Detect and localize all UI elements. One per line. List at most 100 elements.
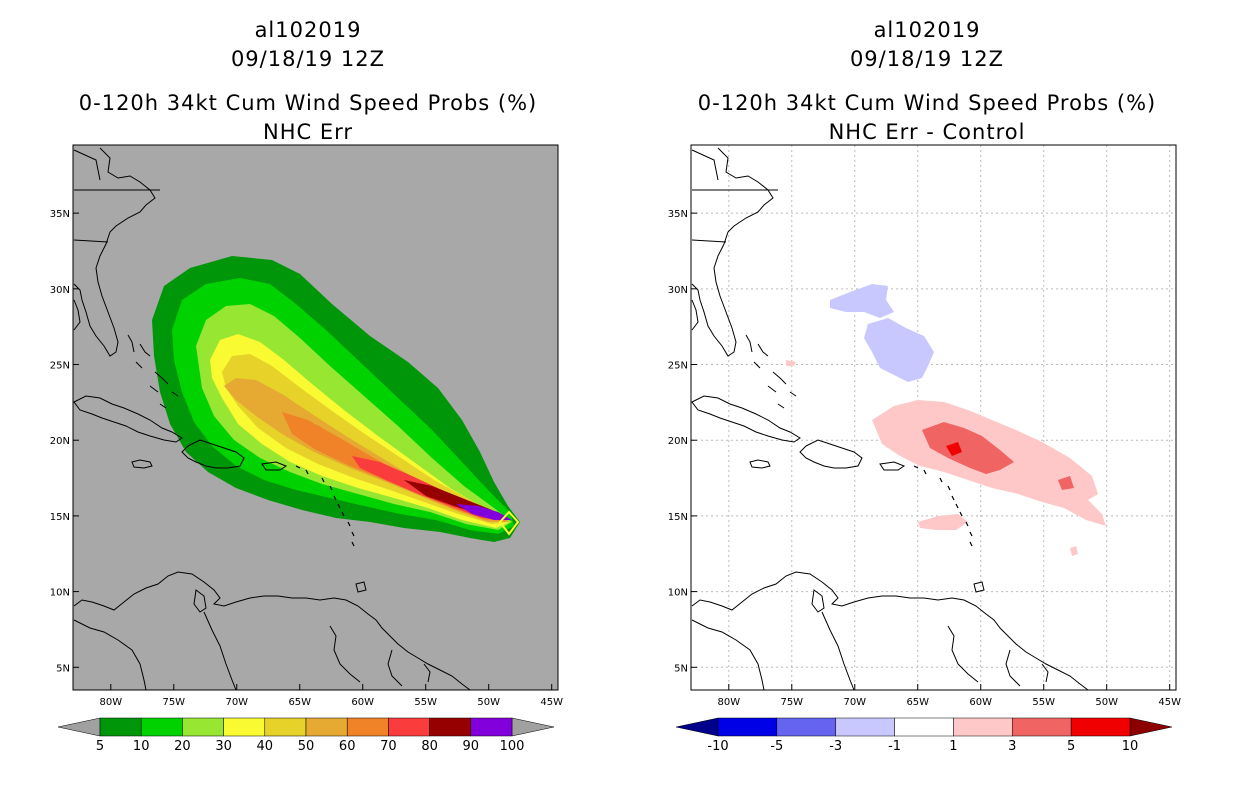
lon-tick-label: 60W [351, 697, 374, 708]
colorbar-label: 10 [133, 739, 150, 754]
prob-100-center [498, 510, 520, 536]
left-map-panel: 80W 75W 70W 65W 60W 55W 50W 45W 35N 30N 25N 20N 15N… [50, 144, 563, 754]
diff-3-region [922, 422, 1014, 474]
lon-tick-label: 45W [540, 697, 563, 708]
lat-tick-label: 25N [50, 361, 70, 372]
lat-tick-label: 5N [56, 663, 70, 674]
left-lon-ticks: 80W 75W 70W 65W 60W 55W 50W 45W [99, 684, 563, 708]
colorbar-label: 80 [421, 739, 438, 754]
lon-tick-label: 65W [906, 697, 929, 708]
prob-40 [222, 354, 510, 524]
right-map-panel: 80W 75W 70W 65W 60W 55W 50W 45W 35N30N25N20N15N… [668, 144, 1181, 754]
colorbar-swatch [264, 717, 307, 737]
lon-tick-label: 60W [969, 697, 992, 708]
colorbar-swatch [346, 717, 389, 737]
colorbar-under-arrow [57, 717, 101, 737]
lat-tick-label: 15N [50, 512, 70, 523]
colorbar-swatch [429, 717, 472, 737]
right-product-title: 0-120h 34kt Cum Wind Speed Probs (%) [697, 91, 1157, 115]
lat-tick-label: 15N [668, 512, 688, 523]
colorbar-label: 20 [174, 739, 191, 754]
left-probability-swath [152, 256, 520, 542]
colorbar-under-arrow [675, 717, 719, 737]
lat-tick-label: 30N [50, 285, 70, 296]
left-datetime: 09/18/19 12Z [230, 47, 386, 71]
colorbar-over-arrow [1129, 717, 1173, 737]
colorbar-swatch [1070, 717, 1131, 737]
diff-3-east [1058, 476, 1074, 490]
lon-tick-label: 70W [225, 697, 248, 708]
right-colorbar: -10 -5 -3 -1 1 3 5 10 [675, 717, 1173, 754]
lon-tick-label: 80W [717, 697, 740, 708]
colorbar-label: 60 [339, 739, 356, 754]
colorbar-label: 1 [949, 739, 957, 754]
left-subtitle: NHC Err [262, 120, 353, 144]
colorbar-swatch [223, 717, 266, 737]
right-lon-ticks: 80W 75W 70W 65W 60W 55W 50W 45W [717, 684, 1181, 708]
diff-neg-blob-south [864, 318, 934, 382]
colorbar-label: 100 [500, 739, 525, 754]
lat-tick-label: 10N [668, 588, 688, 599]
right-difference-field [786, 284, 1106, 556]
colorbar-swatch [388, 717, 430, 737]
right-map-frame [690, 144, 1177, 691]
lon-tick-label: 50W [477, 697, 500, 708]
lon-tick-label: 80W [99, 697, 122, 708]
lat-tick-label: 35N [668, 209, 688, 220]
colorbar-swatch [305, 717, 348, 737]
colorbar-label: -1 [888, 739, 901, 754]
right-datetime: 09/18/19 12Z [849, 47, 1005, 71]
diff-5-core [946, 442, 962, 456]
lon-tick-label: 65W [288, 697, 311, 708]
lat-tick-label: 35N [50, 209, 70, 220]
right-storm-id: al102019 [873, 18, 981, 42]
colorbar-label: 10 [1122, 739, 1139, 754]
lat-tick-label: 20N [50, 436, 70, 447]
colorbar-over-arrow [511, 717, 555, 737]
colorbar-swatch [835, 717, 895, 737]
colorbar-label: -5 [770, 739, 783, 754]
right-title-block: al102019 09/18/19 12Z 0-120h 34kt Cum Wi… [647, 16, 1207, 147]
colorbar-label: 5 [96, 739, 104, 754]
colorbar-swatch [470, 717, 513, 737]
colorbar-swatch [140, 717, 183, 737]
colorbar-swatch [894, 717, 954, 737]
prob-60 [282, 412, 508, 521]
colorbar-swatch [717, 717, 778, 737]
lon-tick-label: 45W [1158, 697, 1181, 708]
colorbar-label: 90 [463, 739, 480, 754]
lon-tick-label: 75W [162, 697, 185, 708]
lon-tick-label: 55W [414, 697, 437, 708]
colorbar-label: 50 [298, 739, 315, 754]
colorbar-swatch [182, 717, 224, 737]
colorbar-swatch [953, 717, 1013, 737]
diff-neg-blob-north [830, 284, 894, 318]
colorbar-swatch [99, 717, 142, 737]
prob-50 [224, 378, 510, 522]
lat-tick-label: 25N [668, 361, 688, 372]
left-storm-id: al102019 [254, 18, 362, 42]
colorbar-label: -10 [707, 739, 728, 754]
right-grid [691, 145, 1176, 690]
left-colorbar: 5 10 20 30 40 50 60 70 80 90 100 [57, 717, 555, 754]
lon-tick-label: 50W [1095, 697, 1118, 708]
colorbar-label: 5 [1067, 739, 1075, 754]
lon-tick-label: 70W [843, 697, 866, 708]
lat-tick-label: 20N [668, 436, 688, 447]
diff-pos-sw [918, 514, 968, 530]
left-map-frame [72, 144, 559, 691]
lat-tick-label: 10N [50, 588, 70, 599]
prob-90 [456, 504, 512, 520]
colorbar-label: 3 [1008, 739, 1016, 754]
left-product-title: 0-120h 34kt Cum Wind Speed Probs (%) [78, 91, 538, 115]
right-lat-ticks: 35N 30N 25N 20N 15N 10N 5N [668, 209, 697, 674]
lon-tick-label: 55W [1032, 697, 1055, 708]
lat-tick-label: 30N [668, 285, 688, 296]
lat-tick-label: 5N [674, 663, 688, 674]
right-subtitle: NHC Err - Control [828, 120, 1026, 144]
colorbar-label: 30 [215, 739, 232, 754]
colorbar-label: 70 [380, 739, 397, 754]
colorbar-label: 40 [257, 739, 274, 754]
left-lat-ticks: 35N 30N 25N 20N 15N 10N 5N [50, 209, 79, 674]
colorbar-swatch [1012, 717, 1072, 737]
